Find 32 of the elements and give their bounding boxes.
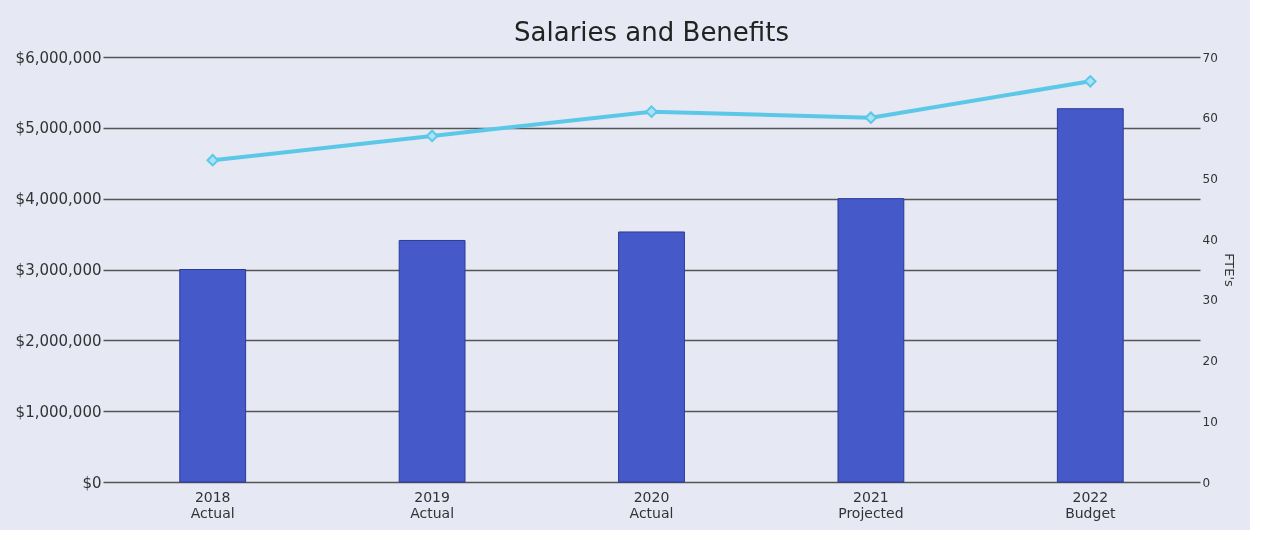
- point: [1084, 75, 1097, 88]
- bar: [398, 239, 466, 483]
- y2-tick-label: 30: [1202, 293, 1218, 308]
- y2-tick-label: 10: [1202, 414, 1218, 429]
- point: [206, 153, 219, 167]
- y-tick-label: $6,000,000: [15, 48, 102, 67]
- y-tick-label: $1,000,000: [15, 402, 102, 421]
- y2-tick-label: 40: [1202, 232, 1218, 247]
- x-tick-label: 2021 Projected: [838, 488, 904, 521]
- bar: [179, 269, 247, 483]
- bar: [618, 231, 685, 483]
- x-tick-label: 2022 Budget: [1065, 488, 1116, 521]
- y2-tick-label: 50: [1202, 171, 1218, 186]
- y2-tick-label: 0: [1202, 475, 1211, 490]
- bar: [837, 198, 905, 483]
- y-tick-label: $3,000,000: [15, 261, 102, 279]
- y2-axis-title: FTE's: [1221, 253, 1237, 288]
- point: [425, 129, 439, 143]
- y-tick-label: $4,000,000: [15, 190, 102, 209]
- y-tick-label: $5,000,000: [15, 119, 102, 138]
- y2-tick-label: 20: [1202, 354, 1218, 369]
- chart-title: Salaries and Benefits: [514, 17, 789, 47]
- y2-tick-label: 70: [1202, 50, 1218, 65]
- x-tick-label: 2018 Actual: [190, 488, 235, 521]
- x-tick-label: 2020 Actual: [629, 488, 674, 521]
- point: [864, 111, 878, 124]
- bar: [1056, 108, 1124, 483]
- x-tick-label: 2019 Actual: [410, 488, 455, 521]
- y-tick-label: $0: [82, 473, 102, 492]
- y-tick-label: $2,000,000: [15, 331, 102, 350]
- y2-tick-label: 60: [1202, 111, 1218, 126]
- point: [645, 105, 658, 118]
